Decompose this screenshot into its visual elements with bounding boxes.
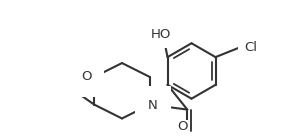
Text: N: N [148, 99, 157, 112]
Text: Cl: Cl [244, 41, 257, 54]
Text: O: O [177, 120, 188, 133]
Text: HO: HO [151, 28, 171, 41]
Text: O: O [81, 70, 91, 83]
